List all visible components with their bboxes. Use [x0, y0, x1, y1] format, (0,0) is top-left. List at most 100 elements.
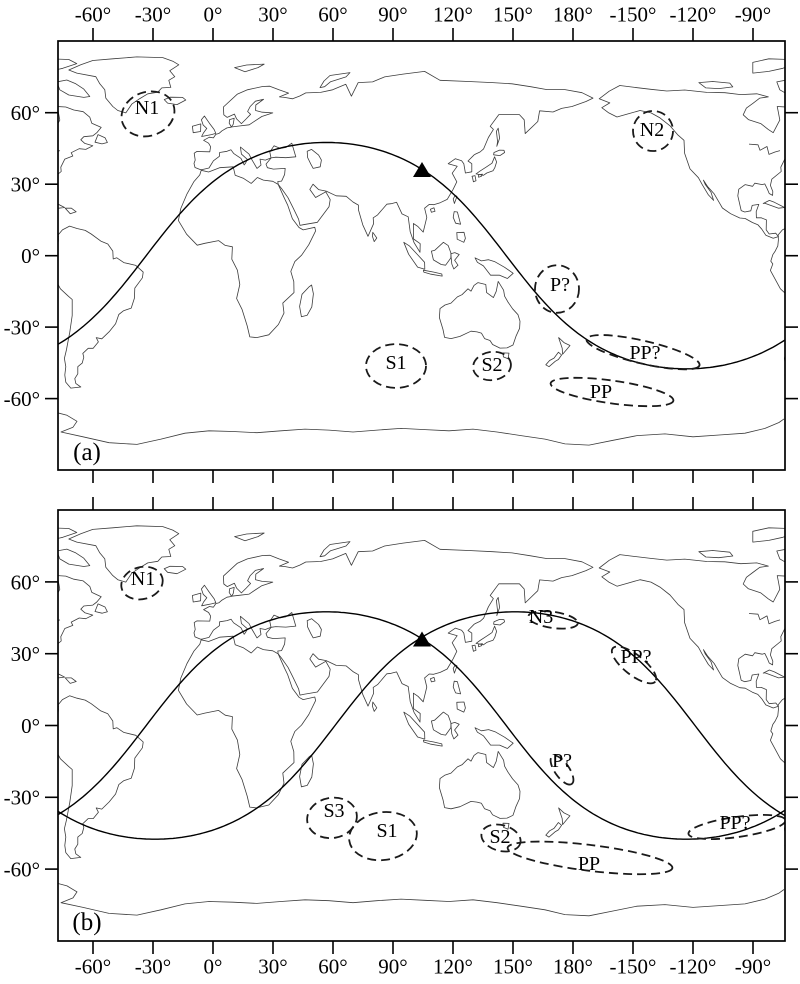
panel-b-region-n3-ellipse: [527, 610, 579, 630]
coastline-africa: [178, 635, 316, 809]
coastline-new-zealand-north: [558, 337, 571, 355]
coastline-eurasia: [193, 540, 594, 723]
bottom-lon-tick-label: 30°: [258, 954, 287, 978]
coastline-greenland: [789, 526, 800, 582]
coastline-greenland: [68, 525, 180, 583]
panel-b-lat-tick-label: 60°: [11, 570, 40, 594]
coastline-shikoku: [478, 643, 483, 648]
panel-a-region-p-query-label: P?: [550, 274, 570, 296]
coastline-eurasia: [193, 71, 594, 253]
coastline-victoria-island: [698, 550, 734, 559]
coastline-honshu: [475, 625, 497, 646]
coastline-hainan: [430, 677, 436, 683]
panel-b-region-p-query-label: P?: [552, 750, 572, 772]
panel-b-corner-label: (b): [72, 909, 101, 936]
coastline-shikoku: [478, 173, 483, 178]
coastline-kyushu: [471, 644, 477, 652]
coastline-new-zealand-south: [545, 351, 562, 368]
panel-b-region-s2-label: S2: [489, 826, 510, 848]
coastline-new-zealand-north: [558, 807, 571, 825]
panel-b-region-s3-ellipse: [306, 796, 358, 840]
coastline-ireland: [192, 592, 202, 603]
panel-a-region-s2-label: S2: [481, 354, 502, 376]
coastline-victoria-island: [698, 81, 734, 89]
top-lon-tick-label: 60°: [318, 2, 347, 26]
panel-a-region-p-query-ellipse: [534, 264, 580, 314]
coastline-north-america: [598, 554, 785, 709]
coastline-australia: [439, 751, 521, 819]
coastline-svalbard: [234, 63, 265, 73]
panel-b-station-triangle-marker: [413, 631, 431, 647]
coastline-ellesmere-island: [752, 58, 785, 74]
panel-b-map-group: N1 N3 PP? P? S3 S1 S2 PP PP?: [58, 525, 800, 917]
coastline-mindanao: [456, 701, 466, 713]
panel-b-region-n1-ellipse: [120, 565, 164, 601]
panel-a-corner-label: (a): [73, 439, 101, 466]
panel-b-region-s1-ellipse: [348, 811, 418, 862]
bottom-lon-tick-label: 60°: [318, 954, 347, 978]
coastline-novaya-zemlya: [319, 541, 351, 558]
coastline-sri-lanka: [372, 701, 378, 712]
coastline-new-zealand-south: [545, 822, 562, 838]
coastline-caspian-sea: [306, 618, 322, 639]
coastline-sri-lanka: [372, 231, 378, 242]
panel-b-region-n1-label: N1: [131, 568, 155, 590]
panel-a-region-n1-ellipse: [120, 90, 176, 138]
coastline-ireland: [192, 123, 202, 134]
coastline-luzon: [452, 211, 461, 225]
coastline-sumatra: [403, 241, 426, 270]
panel-b-region-n3-label: N3: [529, 606, 553, 628]
coastline-ellesmere-island: [752, 527, 785, 543]
panel-a-region-pp-query-label: PP?: [629, 342, 660, 364]
coastline-north-america: [598, 85, 785, 239]
panel-a-map-group: N1 N2 P? S1 S2 PP? PP: [58, 56, 800, 446]
coastline-ellesmere-island: [58, 527, 78, 539]
top-lon-tick-label: -120°: [670, 2, 717, 26]
coastline-antarctica: [58, 883, 785, 917]
coastline-cuba: [762, 669, 785, 679]
top-lon-tick-label: 150°: [493, 2, 533, 26]
coastline-great-lakes: [748, 143, 781, 155]
panel-b-lat-tick-label: 30°: [11, 642, 40, 666]
coastline-novaya-zemlya: [319, 72, 351, 88]
panel-a-region-s1-label: S1: [385, 352, 406, 374]
coastline-cuba: [762, 200, 785, 209]
coastline-south-america: [58, 225, 144, 389]
coastline-great-lakes: [748, 613, 781, 625]
coastline-new-guinea: [474, 727, 514, 749]
panel-a-lat-tick-label: 60°: [11, 101, 40, 125]
coastline-africa: [178, 166, 316, 338]
coastline-ellesmere-island: [58, 58, 78, 70]
top-lon-tick-label: 90°: [378, 2, 407, 26]
coastline-great-lakes: [58, 150, 61, 152]
panel-b-region-pp-query-south-ellipse: [687, 813, 785, 841]
coastline-hokkaido: [493, 619, 505, 626]
panel-a-region-pp-ellipse: [549, 376, 675, 408]
coastline-borneo: [431, 711, 452, 736]
coastline-greenland: [789, 57, 800, 113]
top-lon-tick-label: 30°: [258, 2, 287, 26]
bottom-lon-tick-label: 0°: [204, 954, 223, 978]
coastline-sulawesi: [450, 252, 460, 270]
coastline-java: [423, 739, 443, 747]
coastline-cuba: [58, 673, 65, 679]
bottom-lon-tick-label: 120°: [433, 954, 473, 978]
coastline-baffin-island: [776, 549, 785, 563]
bottom-lon-tick-label: -150°: [610, 954, 657, 978]
panel-b-region-s3-label: S3: [323, 800, 344, 822]
panel-a-region-s2-ellipse: [472, 350, 512, 382]
coastline-sulawesi: [450, 722, 460, 740]
top-lon-tick-label: -60°: [75, 2, 111, 26]
top-lon-tick-label: -30°: [135, 2, 171, 26]
coastline-cuba: [58, 203, 65, 209]
bottom-lon-tick-label: -120°: [670, 954, 717, 978]
coastline-sumatra: [403, 711, 426, 740]
coastline-luzon: [452, 680, 461, 695]
panel-a-region-pp-label: PP: [590, 381, 612, 403]
panel-b-region-s1-label: S1: [376, 820, 397, 842]
panel-a-region-n2-label: N2: [640, 119, 664, 141]
panel-b-frame: [57, 509, 786, 942]
coastline-newfoundland: [94, 134, 108, 145]
coastline-hispaniola: [64, 207, 77, 215]
